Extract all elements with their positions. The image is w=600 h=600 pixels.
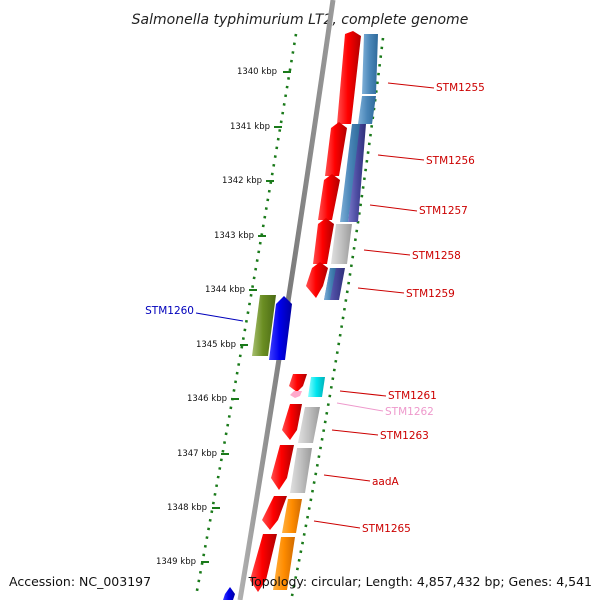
label-leader-line: [313, 520, 361, 529]
feature-bar-orange[interactable]: [282, 499, 302, 533]
sequence-backbone: [237, 0, 336, 600]
map-title: Salmonella typhimurium LT2, complete gen…: [132, 12, 469, 28]
gene-arrow-stm1260[interactable]: [269, 296, 292, 360]
gene-arrow-stm1258[interactable]: [313, 218, 334, 264]
gene-label-aada[interactable]: aadA: [372, 476, 400, 488]
feature-bar-steelblue[interactable]: [340, 124, 360, 222]
tick-label: 1345 kbp: [196, 340, 236, 350]
feature-bar-green[interactable]: [252, 295, 276, 356]
tick-mark: [274, 126, 282, 128]
gene-arrow-stm1256[interactable]: [325, 122, 347, 176]
label-leader-line: [377, 154, 425, 161]
tick-mark: [201, 561, 209, 563]
tick-label: 1348 kbp: [167, 503, 207, 513]
gene-arrow-stm1263[interactable]: [282, 404, 302, 440]
feature-track-dotted: [290, 37, 385, 597]
feature-bar-grey[interactable]: [290, 448, 312, 493]
tick-mark: [266, 180, 274, 182]
tick-mark: [240, 344, 248, 346]
feature-bar-cyan[interactable]: [308, 377, 325, 397]
feature-bar-steelblue[interactable]: [324, 268, 336, 300]
label-leader-line: [331, 429, 379, 436]
tick-label: 1344 kbp: [205, 285, 245, 295]
label-leader-line: [195, 312, 244, 322]
feature-track-2: [273, 34, 378, 590]
label-leader-line: [363, 249, 411, 256]
tick-mark: [212, 507, 220, 509]
gene-label-stm1261[interactable]: STM1261: [388, 390, 437, 402]
gene-label-stm1258[interactable]: STM1258: [412, 250, 461, 262]
label-leader-line: [336, 402, 384, 412]
tick-track-dotted: [194, 33, 298, 597]
gene-arrow-stm1255[interactable]: [337, 31, 361, 124]
gene-arrow-stm1265[interactable]: [262, 496, 287, 530]
gene-label-stm1262[interactable]: STM1262: [385, 406, 434, 418]
tick-mark: [283, 71, 291, 73]
gene-label-stm1255[interactable]: STM1255: [436, 82, 485, 94]
feature-bar-slateblue[interactable]: [348, 124, 366, 222]
gene-arrow-stm1259[interactable]: [306, 262, 328, 298]
gene-labels: STM1255 STM1256 STM1257 STM1258 STM1259 …: [145, 82, 485, 535]
feature-bar-grey[interactable]: [331, 224, 352, 264]
label-leader-line: [369, 204, 418, 212]
accession-label: Accession: NC_003197: [9, 574, 151, 589]
gene-arrow-reverse[interactable]: [223, 587, 235, 600]
tick-label: 1349 kbp: [156, 557, 196, 567]
tick-mark: [258, 235, 266, 237]
gene-arrow-stm1257[interactable]: [318, 174, 340, 220]
tick-label: 1340 kbp: [237, 67, 277, 77]
gene-arrow-stm1262[interactable]: [290, 391, 302, 398]
label-leader-line: [357, 287, 405, 294]
scale-ticks: 1340 kbp 1341 kbp 1342 kbp 1343 kbp 1344…: [156, 67, 291, 567]
label-leader-line: [339, 390, 387, 397]
tick-label: 1341 kbp: [230, 122, 270, 132]
gene-label-stm1260[interactable]: STM1260: [145, 305, 194, 317]
tick-mark: [221, 453, 229, 455]
gene-label-stm1257[interactable]: STM1257: [419, 205, 468, 217]
tick-label: 1342 kbp: [222, 176, 262, 186]
feature-bar-steelblue[interactable]: [362, 34, 378, 94]
label-leader-line: [323, 474, 371, 482]
gene-label-stm1256[interactable]: STM1256: [426, 155, 475, 167]
gene-arrow-aada[interactable]: [271, 445, 294, 490]
tick-mark: [249, 289, 257, 291]
tick-mark: [231, 398, 239, 400]
tick-label: 1343 kbp: [214, 231, 254, 241]
feature-bar-grey[interactable]: [298, 407, 320, 443]
feature-bar-steelblue[interactable]: [358, 96, 376, 124]
topology-summary: Topology: circular; Length: 4,857,432 bp…: [248, 574, 592, 589]
gene-label-stm1265[interactable]: STM1265: [362, 523, 411, 535]
feature-bar-orange[interactable]: [273, 537, 295, 590]
tick-label: 1346 kbp: [187, 394, 227, 404]
gene-arrow-stm1261[interactable]: [289, 374, 307, 392]
forward-strand-genes: [250, 31, 361, 592]
label-leader-line: [387, 82, 435, 89]
gene-label-stm1263[interactable]: STM1263: [380, 430, 429, 442]
reverse-strand-genes: [223, 295, 292, 600]
gene-label-stm1259[interactable]: STM1259: [406, 288, 455, 300]
gene-arrow-forward[interactable]: [250, 534, 277, 592]
tick-label: 1347 kbp: [177, 449, 217, 459]
